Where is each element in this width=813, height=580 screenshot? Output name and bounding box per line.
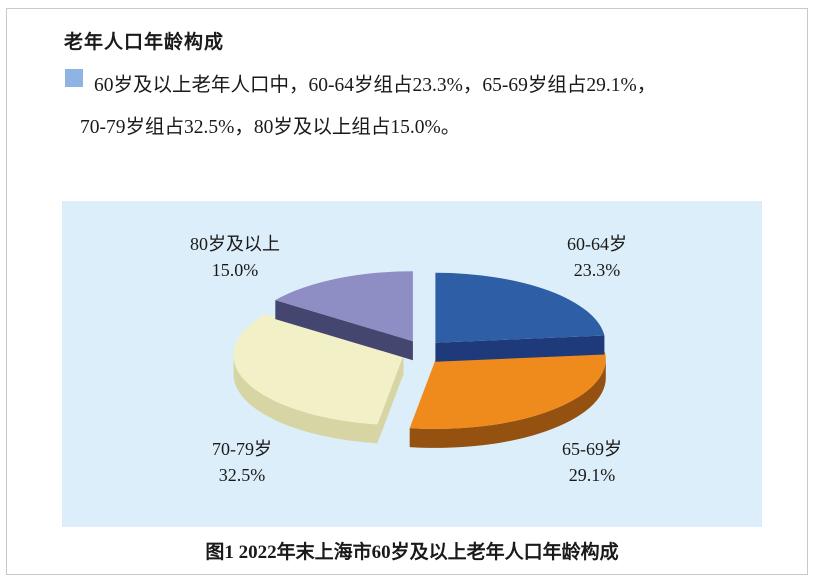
- figure-caption: 图1 2022年末上海市60岁及以上老年人口年龄构成: [205, 542, 619, 563]
- pie-chart: [233, 271, 606, 448]
- pie-label-60-64: 60-64岁 23.3%: [567, 231, 627, 283]
- pie-slice-face: [275, 271, 413, 342]
- pie-label-value: 32.5%: [218, 465, 266, 485]
- pie-label-value: 29.1%: [568, 465, 616, 485]
- pie-label-80-plus: 80岁及以上 15.0%: [190, 231, 280, 283]
- summary-line-2: 70-79岁组占32.5%，80岁及以上组占15.0%。: [80, 117, 461, 138]
- pie-slice-face: [233, 355, 378, 444]
- section-title: 老年人口年龄构成: [64, 32, 225, 53]
- pie-slice-face: [435, 272, 605, 343]
- pie-slice-face: [409, 351, 606, 429]
- pie-label-text: 60-64岁: [567, 234, 627, 254]
- pie-label-text: 80岁及以上: [190, 234, 280, 254]
- pie-slice-face: [275, 300, 413, 361]
- pie-label-70-79: 70-79岁 32.5%: [212, 436, 272, 488]
- pie-slice-face: [435, 335, 605, 362]
- pie-label-value: 15.0%: [211, 260, 259, 280]
- pie-slice-face: [377, 355, 404, 444]
- pie-label-text: 70-79岁: [212, 439, 272, 459]
- pie-slice-face: [409, 359, 606, 448]
- chart-panel: 60-64岁 23.3% 65-69岁 29.1% 70-79岁 32.5% 8…: [62, 201, 762, 527]
- pie-label-value: 23.3%: [573, 260, 621, 280]
- pie-label-text: 65-69岁: [562, 439, 622, 459]
- pie-label-65-69: 65-69岁 29.1%: [562, 436, 622, 488]
- bullet-square-icon: [65, 69, 83, 87]
- summary-line-1: 60岁及以上老年人口中，60-64岁组占23.3%，65-69岁组占29.1%，: [94, 75, 657, 96]
- pie-slice-face: [233, 314, 404, 425]
